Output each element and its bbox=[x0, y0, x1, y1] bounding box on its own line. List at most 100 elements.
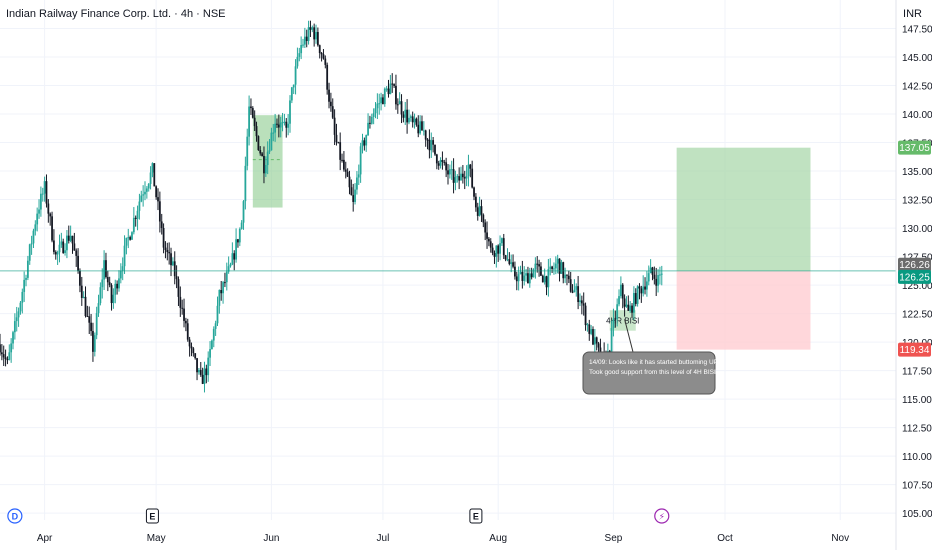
candle-body bbox=[413, 118, 416, 123]
currency-label: INR bbox=[903, 8, 922, 20]
candle-body bbox=[69, 235, 72, 241]
last-price-label: 126.25 bbox=[899, 272, 930, 283]
candle-body bbox=[346, 171, 349, 177]
y-tick-label: 125.00 bbox=[902, 281, 932, 292]
candle-body bbox=[279, 122, 282, 128]
candle-body bbox=[237, 239, 239, 243]
candle-body bbox=[461, 173, 464, 178]
candle-body bbox=[134, 217, 137, 219]
x-tick-label: May bbox=[147, 533, 166, 544]
y-tick-label: 110.00 bbox=[902, 452, 932, 463]
candle-body bbox=[409, 116, 412, 118]
event-markers[interactable]: D E E ⚡ bbox=[7, 508, 670, 524]
candle-body bbox=[454, 177, 457, 183]
candle-body bbox=[339, 142, 342, 160]
candle-body bbox=[434, 144, 436, 155]
candle-body bbox=[590, 329, 593, 334]
candle-body bbox=[136, 210, 139, 219]
candle-body bbox=[173, 261, 176, 277]
candle-body bbox=[422, 130, 425, 132]
candle-body bbox=[229, 264, 232, 267]
candle-body bbox=[144, 191, 146, 195]
candle-body bbox=[391, 83, 394, 85]
bisi-zone-label: 4HR BISI bbox=[606, 316, 639, 325]
candle-body bbox=[30, 243, 33, 245]
candle-body bbox=[653, 274, 656, 279]
candle-body bbox=[36, 213, 39, 225]
x-tick-label: Aug bbox=[489, 533, 507, 544]
candle-body bbox=[322, 54, 325, 59]
candle-body bbox=[225, 271, 228, 283]
candle-body bbox=[179, 296, 182, 308]
candle-body bbox=[359, 146, 362, 175]
candle-body bbox=[588, 324, 591, 334]
x-tick-label: Oct bbox=[717, 533, 733, 544]
candle-body bbox=[75, 250, 78, 256]
candle-body bbox=[365, 135, 368, 146]
candle-body bbox=[283, 121, 286, 123]
candle-body bbox=[356, 177, 358, 190]
candle-body bbox=[216, 305, 219, 324]
candle-body bbox=[209, 349, 211, 358]
y-tick-label: 115.00 bbox=[902, 395, 932, 406]
candles bbox=[0, 20, 663, 393]
candle-body bbox=[629, 305, 632, 311]
candle-body bbox=[543, 276, 546, 283]
candle-body bbox=[171, 261, 174, 266]
candle-body bbox=[23, 279, 26, 292]
x-tick-label: Sep bbox=[605, 533, 623, 544]
candle-body bbox=[473, 187, 475, 197]
candle-body bbox=[536, 263, 539, 265]
candle-body bbox=[584, 305, 587, 326]
y-tick-label: 107.50 bbox=[902, 481, 932, 492]
x-tick-label: Nov bbox=[831, 533, 849, 544]
candle-body bbox=[177, 279, 180, 297]
candle-body bbox=[396, 104, 399, 106]
dividend-marker-label: D bbox=[12, 512, 19, 522]
candle-body bbox=[564, 274, 567, 279]
candle-body bbox=[211, 340, 213, 350]
y-tick-label: 132.50 bbox=[902, 196, 932, 207]
candle-body bbox=[566, 274, 568, 276]
candle-body bbox=[350, 187, 353, 196]
candle-body bbox=[112, 294, 115, 304]
candle-body bbox=[224, 282, 226, 284]
candle-body bbox=[372, 113, 375, 117]
candle-body bbox=[597, 343, 600, 348]
candle-body bbox=[404, 109, 407, 118]
time-axis[interactable]: Apr May Jun Jul Aug Sep Oct Nov bbox=[37, 533, 849, 544]
candle-body bbox=[400, 101, 403, 115]
candle-body bbox=[469, 164, 472, 169]
candle-body bbox=[545, 276, 548, 288]
candle-body bbox=[428, 139, 431, 151]
candle-body bbox=[562, 262, 565, 279]
candle-body bbox=[140, 195, 143, 202]
candle-body bbox=[157, 197, 159, 202]
candle-body bbox=[266, 151, 269, 166]
candle-body bbox=[333, 117, 336, 135]
candle-body bbox=[357, 174, 360, 178]
candle-body bbox=[231, 253, 234, 265]
candle-body bbox=[145, 188, 148, 192]
candle-body bbox=[553, 268, 555, 270]
candle-body bbox=[131, 232, 133, 240]
candle-body bbox=[411, 116, 414, 123]
candle-body bbox=[58, 244, 61, 253]
candle-body bbox=[646, 281, 648, 290]
candle-body bbox=[272, 132, 275, 134]
candle-body bbox=[660, 273, 663, 275]
candle-body bbox=[38, 209, 40, 214]
candle-body bbox=[47, 203, 50, 214]
candle-body bbox=[367, 122, 369, 136]
candle-body bbox=[28, 244, 31, 261]
y-tick-label: 145.00 bbox=[902, 53, 932, 64]
candle-body bbox=[39, 193, 42, 210]
candle-body bbox=[263, 155, 265, 174]
candle-body bbox=[525, 273, 527, 276]
candle-body bbox=[554, 263, 557, 269]
candle-body bbox=[521, 271, 524, 281]
candle-body bbox=[443, 161, 446, 163]
candle-body bbox=[657, 275, 659, 286]
candle-body bbox=[621, 284, 624, 299]
